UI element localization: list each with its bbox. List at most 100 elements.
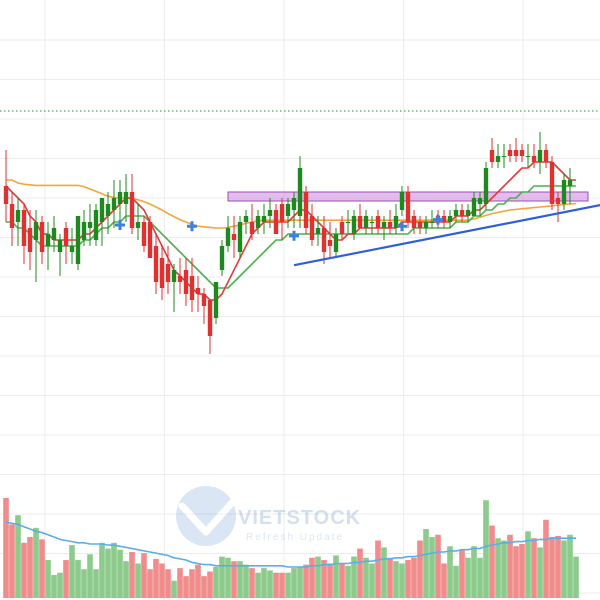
volume-bar — [231, 561, 237, 598]
candle-down — [207, 300, 213, 336]
candle-up — [15, 210, 21, 222]
volume-bar — [501, 540, 507, 598]
volume-bar — [291, 568, 297, 598]
volume-bar — [243, 564, 249, 598]
volume-bar — [45, 560, 51, 598]
volume-bar — [447, 546, 453, 598]
buy-signal-marker — [433, 214, 443, 225]
volume-bar — [285, 572, 291, 598]
candle-up — [525, 156, 531, 157]
volume-bar — [375, 540, 381, 598]
candle-down — [405, 192, 411, 222]
volume-bar — [333, 555, 339, 598]
candle-up — [351, 216, 357, 234]
volume-bar — [21, 542, 27, 598]
candle-down — [441, 216, 447, 222]
candle-down — [543, 150, 549, 162]
watermark: VIETSTOCK Refresh Update — [176, 486, 361, 546]
candle-down — [159, 258, 165, 288]
candle-up — [453, 210, 459, 216]
volume-bar — [3, 497, 9, 598]
candle-down — [459, 210, 465, 216]
candle-down — [489, 150, 495, 162]
candle-up — [291, 198, 297, 210]
trendline-layer — [293, 204, 600, 267]
volume-bar — [453, 565, 459, 598]
volume-bar — [183, 576, 189, 598]
volume-bar — [255, 572, 261, 598]
volume-bar — [123, 561, 129, 598]
candle-up — [87, 222, 93, 228]
volume-bar — [381, 547, 387, 598]
vietstock-logo-icon — [176, 486, 236, 546]
volume-bar — [201, 576, 207, 598]
candle-down — [231, 234, 237, 240]
candle-up — [447, 216, 453, 222]
volume-bar — [363, 557, 369, 598]
volume-bar — [543, 519, 549, 598]
volume-bar — [195, 564, 201, 598]
candle-down — [279, 204, 285, 222]
candle-down — [375, 216, 381, 228]
candle-down — [321, 228, 327, 252]
volume-bars — [3, 497, 579, 598]
candle-down — [195, 288, 201, 294]
volume-bar — [81, 569, 87, 598]
candle-up — [495, 156, 501, 162]
volume-bar — [159, 563, 165, 598]
volume-bar — [513, 546, 519, 598]
candle-up — [255, 216, 261, 228]
volume-bar — [75, 560, 81, 598]
candle-up — [267, 210, 273, 216]
volume-bar — [117, 549, 123, 598]
volume-bar — [129, 552, 135, 598]
volume-bar — [93, 569, 99, 598]
volume-bar — [135, 563, 141, 598]
candle-down — [327, 240, 333, 246]
candle-up — [315, 228, 321, 234]
volume-bar — [477, 557, 483, 598]
candle-up — [393, 216, 399, 228]
candle-down — [21, 210, 27, 246]
volume-bar — [69, 545, 75, 598]
volume-bar — [15, 515, 21, 598]
volume-bar — [153, 558, 159, 598]
moving-averages — [5, 161, 577, 301]
candle-up — [399, 192, 405, 210]
candle-up — [69, 246, 75, 252]
volume-bar — [111, 542, 117, 598]
candle-up — [561, 180, 567, 204]
buy-signal-marker — [397, 221, 407, 232]
candle-up — [57, 240, 63, 252]
candle-down — [3, 186, 9, 204]
volume-bar — [441, 563, 447, 598]
volume-bar — [261, 568, 267, 598]
volume-bar — [321, 560, 327, 598]
volume-bar — [309, 557, 315, 598]
volume-bar — [147, 569, 153, 598]
candle-down — [273, 210, 279, 234]
candle-down — [63, 228, 69, 246]
volume-bar — [459, 549, 465, 598]
candle-down — [153, 246, 159, 282]
volume-bar — [465, 557, 471, 598]
candle-up — [81, 222, 87, 240]
volume-bar — [351, 556, 357, 598]
volume-bar — [573, 556, 579, 598]
candle-up — [105, 204, 111, 216]
candle-up — [123, 192, 129, 204]
candle-up — [117, 192, 123, 204]
candle-up — [225, 228, 231, 246]
candle-up — [345, 222, 351, 223]
volume-bar — [225, 557, 231, 598]
candle-up — [111, 198, 117, 210]
candle-up — [363, 216, 369, 228]
volume-bar — [177, 568, 183, 598]
support-trendline — [293, 204, 600, 267]
candle-down — [165, 264, 171, 282]
candle-down — [417, 222, 423, 228]
watermark-brand: VIETSTOCK — [238, 507, 361, 529]
ma-slow-line — [6, 179, 577, 229]
